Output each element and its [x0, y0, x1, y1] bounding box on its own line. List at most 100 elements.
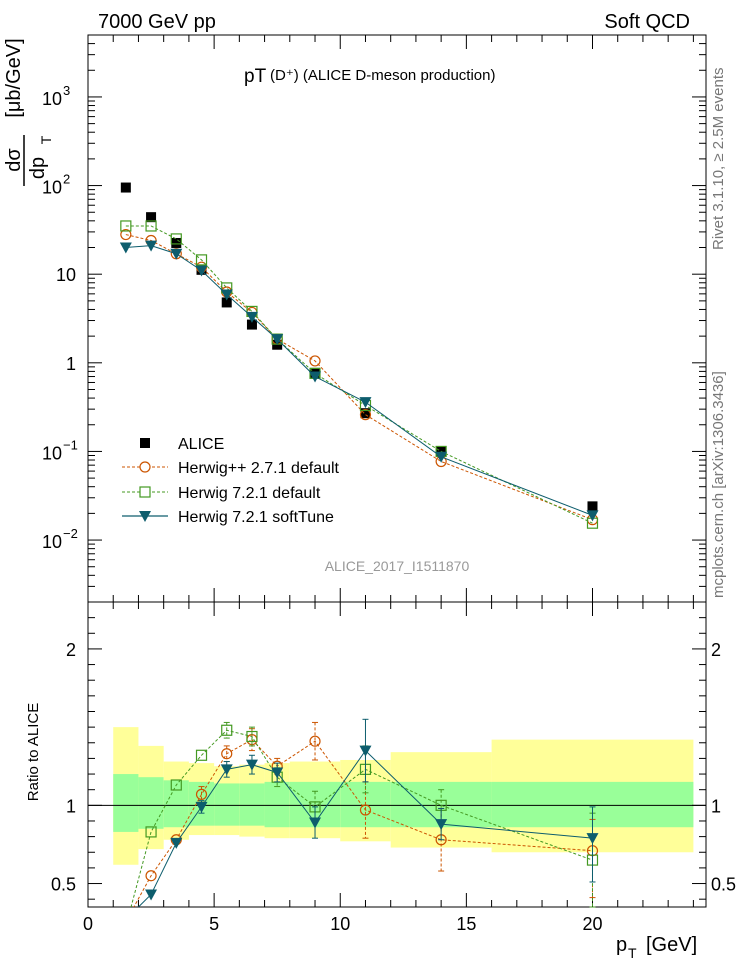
ratio-line-herwig721 — [130, 729, 593, 907]
data-point-softtune — [359, 397, 372, 409]
ratio-frame — [87, 601, 707, 908]
ratio-point-herwigpp — [309, 735, 321, 747]
side-label-top: Rivet 3.1.10, ≥ 2.5M events — [710, 68, 727, 251]
ylabel-units: [μb/GeV] — [3, 38, 25, 117]
ratio-point-softtune — [309, 817, 322, 829]
ratio-point-herwig721 — [145, 826, 157, 838]
legend-marker-alice — [140, 438, 150, 448]
ratio-ytick-label: 1 — [66, 796, 76, 816]
data-point-alice — [221, 297, 232, 308]
header-left: 7000 GeV pp — [98, 11, 216, 33]
xtick-label: 5 — [209, 914, 219, 934]
analysis-watermark: ALICE_2017_I1511870 — [325, 558, 470, 574]
xlabel: p T [GeV] — [616, 934, 697, 961]
ratio-band-inner — [163, 780, 189, 828]
xtick-label: 20 — [582, 914, 602, 934]
data-point-alice — [146, 212, 157, 223]
legend-label-herwig721: Herwig 7.2.1 default — [178, 485, 321, 502]
xlabel-main: p — [616, 934, 627, 956]
ratio-point-softtune — [245, 759, 258, 771]
ylabel-numerator: dσ — [3, 148, 25, 172]
data-point-softtune — [170, 248, 183, 260]
ratio-band-inner — [214, 783, 240, 826]
main-ytick-label: 10 −2 — [42, 526, 78, 552]
xtick-label: 15 — [456, 914, 476, 934]
ytick-base: 10 — [42, 532, 62, 552]
ratio-line-herwigpp — [133, 739, 593, 907]
legend-entry-softtune: Herwig 7.2.1 softTune — [122, 509, 334, 526]
data-point-herwig721 — [195, 254, 208, 266]
legend-entry-alice: ALICE — [140, 436, 224, 453]
ytick-base: 10 — [42, 443, 62, 463]
ratio-bands — [113, 727, 694, 865]
xlabel-sub: T — [628, 945, 637, 961]
ratio-ytick-label-right: 0.5 — [711, 875, 736, 895]
main-title: pT (D⁺) (ALICE D-meson production) — [244, 66, 495, 87]
data-point-herwigpp — [120, 228, 132, 241]
data-point-softtune — [271, 334, 284, 346]
header-right: Soft QCD — [604, 11, 690, 33]
data-point-softtune — [435, 451, 448, 463]
ratio-ytick-label: 2 — [66, 640, 76, 660]
legend-marker-herwigpp — [139, 461, 151, 473]
ylabel-denominator-sub: T — [38, 135, 54, 144]
ytick-base: 10 — [56, 265, 76, 285]
main-ylabel: dσ dp T [μb/GeV] — [3, 38, 54, 186]
series-herwig721 — [120, 220, 599, 529]
data-point-alice — [360, 408, 371, 419]
main-series — [119, 182, 599, 529]
ratio-band-inner — [264, 781, 290, 828]
side-label-bottom: mcplots.cern.ch [arXiv:1306.3436] — [710, 371, 727, 598]
ratio-ticks: 0.5 0.51 12 20 5 10 15 20 — [51, 602, 736, 934]
ratio-point-softtune — [220, 764, 233, 776]
ratio-point-softtune — [145, 889, 158, 901]
ratio-point-herwigpp — [221, 748, 233, 760]
series-softtune — [119, 240, 599, 522]
xtick-label: 0 — [83, 914, 93, 934]
ratio-series — [130, 718, 599, 908]
data-point-softtune — [220, 289, 233, 301]
data-point-alice — [246, 319, 257, 330]
ytick-exponent: −1 — [63, 437, 78, 452]
main-ytick-label: 10 — [56, 265, 76, 285]
data-point-herwig721 — [145, 220, 157, 232]
xlabel-units: [GeV] — [646, 934, 697, 956]
ratio-series-softtune — [137, 718, 599, 907]
data-point-herwig721 — [170, 233, 182, 245]
ratio-ytick-label: 0.5 — [51, 875, 76, 895]
ratio-point-herwigpp — [359, 804, 372, 816]
data-point-alice — [171, 237, 182, 248]
main-ytick-label: 10 3 — [42, 83, 70, 109]
xtick-label: 10 — [330, 914, 350, 934]
data-point-alice — [120, 182, 131, 193]
ytick-exponent: 2 — [63, 172, 70, 187]
ratio-point-softtune — [359, 745, 372, 757]
ratio-point-herwigpp — [145, 870, 157, 882]
ratio-point-softtune — [271, 767, 284, 779]
ratio-ytick-label-right: 1 — [711, 796, 721, 816]
data-point-softtune — [309, 371, 322, 383]
ratio-point-softtune — [586, 833, 599, 845]
series-line-herwig721 — [125, 225, 593, 524]
main-title-main: pT — [244, 66, 267, 87]
main-ytick-label: 10 −1 — [42, 437, 78, 463]
data-point-herwigpp — [309, 355, 321, 367]
legend-label-alice: ALICE — [178, 436, 224, 453]
legend-label-softtune: Herwig 7.2.1 softTune — [178, 509, 334, 526]
ratio-point-herwig721 — [246, 730, 258, 743]
data-point-softtune — [245, 311, 258, 323]
series-herwigpp — [120, 228, 599, 526]
ratio-point-herwig721 — [221, 724, 233, 736]
main-ytick-label: 10 2 — [42, 172, 70, 198]
data-point-softtune — [195, 265, 208, 277]
ytick-exponent: −2 — [63, 526, 78, 541]
ratio-band-inner — [138, 777, 164, 829]
ratio-point-softtune — [195, 801, 208, 813]
data-point-herwig721 — [120, 220, 132, 232]
ratio-band-inner — [239, 783, 265, 826]
ratio-point-herwig721 — [170, 779, 182, 791]
legend-label-herwigpp: Herwig++ 2.7.1 default — [178, 460, 340, 477]
data-point-alice — [587, 501, 598, 512]
